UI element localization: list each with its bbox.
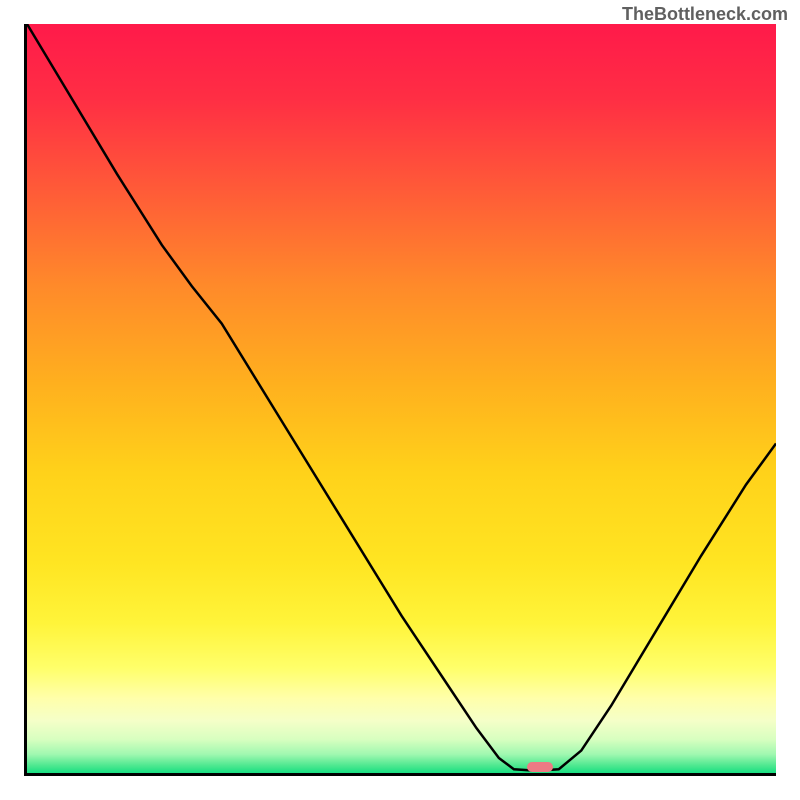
- chart-plot-area: [24, 24, 776, 776]
- optimum-marker: [527, 762, 553, 772]
- bottleneck-curve: [27, 24, 776, 773]
- watermark-text: TheBottleneck.com: [622, 4, 788, 25]
